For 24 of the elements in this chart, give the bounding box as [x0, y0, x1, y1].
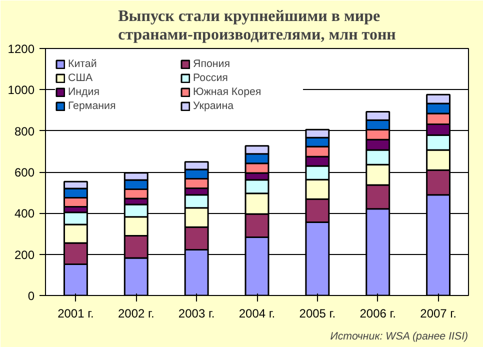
y-tick-label: 1000: [8, 83, 35, 98]
y-tick-label: 800: [14, 124, 35, 138]
legend-label: Южная Корея: [193, 86, 262, 98]
x-tick-label: 2001 г.: [58, 306, 94, 320]
x-tick-label: 2003 г.: [178, 306, 215, 320]
legend-label: Украина: [193, 100, 235, 112]
y-tick-label: 0: [28, 289, 35, 303]
chart-title: Выпуск стали крупнейшими в мире странами-производителями, млн тонн: [118, 8, 396, 44]
legend-label: Германия: [68, 100, 117, 112]
x-tick-label: 2007 г.: [420, 306, 456, 320]
x-tick-label: 2006 г.: [360, 306, 396, 320]
y-tick-label: 200: [14, 248, 35, 262]
y-tick-label: 1200: [8, 42, 35, 56]
legend-label: Индия: [68, 86, 100, 98]
text: Источник: WSA (ранее IISI): [330, 330, 468, 342]
legend-label: Китай: [68, 58, 98, 70]
legend-label: США: [68, 72, 94, 84]
legend-label: Япония: [193, 58, 232, 70]
y-tick-label: 400: [14, 206, 35, 221]
x-tick-label: 2004 г.: [238, 306, 276, 320]
x-tick-label: 2002 г.: [118, 306, 154, 320]
x-tick-label: 2005 г.: [299, 306, 336, 320]
legend-label: Россия: [193, 72, 229, 84]
y-tick-label: 600: [14, 166, 35, 180]
